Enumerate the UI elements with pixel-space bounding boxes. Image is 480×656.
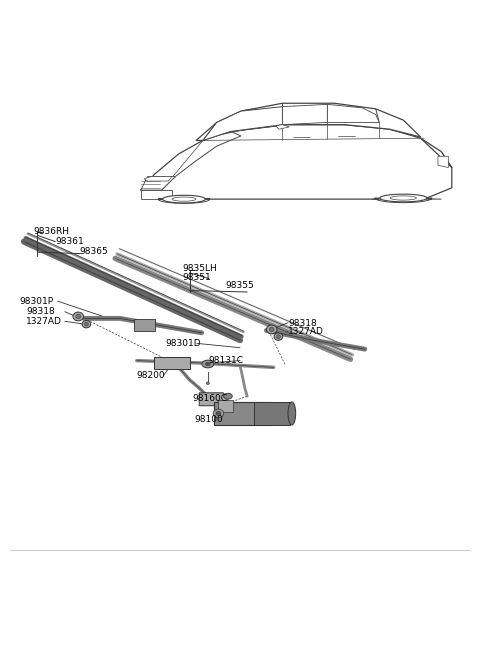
Text: 98361: 98361 (55, 237, 84, 246)
Bar (134, 319, 155, 331)
Text: 98351: 98351 (182, 273, 211, 281)
Polygon shape (141, 176, 175, 190)
Text: 98318: 98318 (26, 307, 55, 316)
Text: 98160C: 98160C (192, 394, 227, 403)
Polygon shape (144, 176, 172, 181)
Polygon shape (276, 125, 289, 129)
Ellipse shape (76, 314, 81, 319)
Polygon shape (141, 125, 452, 199)
Text: 98301D: 98301D (166, 339, 201, 348)
Ellipse shape (266, 325, 277, 334)
Ellipse shape (216, 411, 221, 415)
Bar (214, 402, 271, 425)
Polygon shape (282, 104, 327, 125)
Ellipse shape (205, 362, 210, 365)
Text: 98355: 98355 (226, 281, 254, 290)
Polygon shape (327, 104, 379, 123)
Text: 98131C: 98131C (209, 356, 244, 365)
Polygon shape (172, 197, 196, 201)
Text: 1327AD: 1327AD (288, 327, 324, 337)
Bar (218, 400, 233, 413)
Polygon shape (203, 107, 282, 140)
Text: 98100: 98100 (194, 415, 223, 424)
Text: 9836RH: 9836RH (34, 226, 70, 236)
Polygon shape (199, 393, 228, 406)
Ellipse shape (206, 382, 209, 384)
Polygon shape (438, 156, 448, 167)
Text: 98318: 98318 (288, 319, 317, 328)
Polygon shape (196, 103, 420, 140)
Text: 98365: 98365 (79, 247, 108, 256)
Polygon shape (141, 131, 241, 190)
Ellipse shape (213, 409, 224, 418)
Bar (254, 402, 290, 425)
Text: 98200: 98200 (137, 371, 166, 380)
Text: 9835LH: 9835LH (182, 264, 217, 273)
Ellipse shape (73, 312, 84, 321)
Ellipse shape (269, 327, 274, 332)
Polygon shape (141, 190, 172, 199)
Polygon shape (154, 357, 190, 369)
Ellipse shape (276, 335, 280, 338)
Ellipse shape (202, 360, 214, 368)
Polygon shape (372, 198, 442, 203)
Ellipse shape (84, 322, 88, 326)
Ellipse shape (82, 321, 91, 328)
Text: 1327AD: 1327AD (26, 317, 62, 326)
Ellipse shape (288, 402, 296, 425)
Ellipse shape (224, 394, 232, 399)
Polygon shape (380, 194, 427, 202)
Text: 98301P: 98301P (19, 297, 53, 306)
Polygon shape (390, 196, 416, 200)
Polygon shape (163, 195, 205, 203)
Ellipse shape (274, 333, 283, 340)
Polygon shape (158, 199, 210, 203)
